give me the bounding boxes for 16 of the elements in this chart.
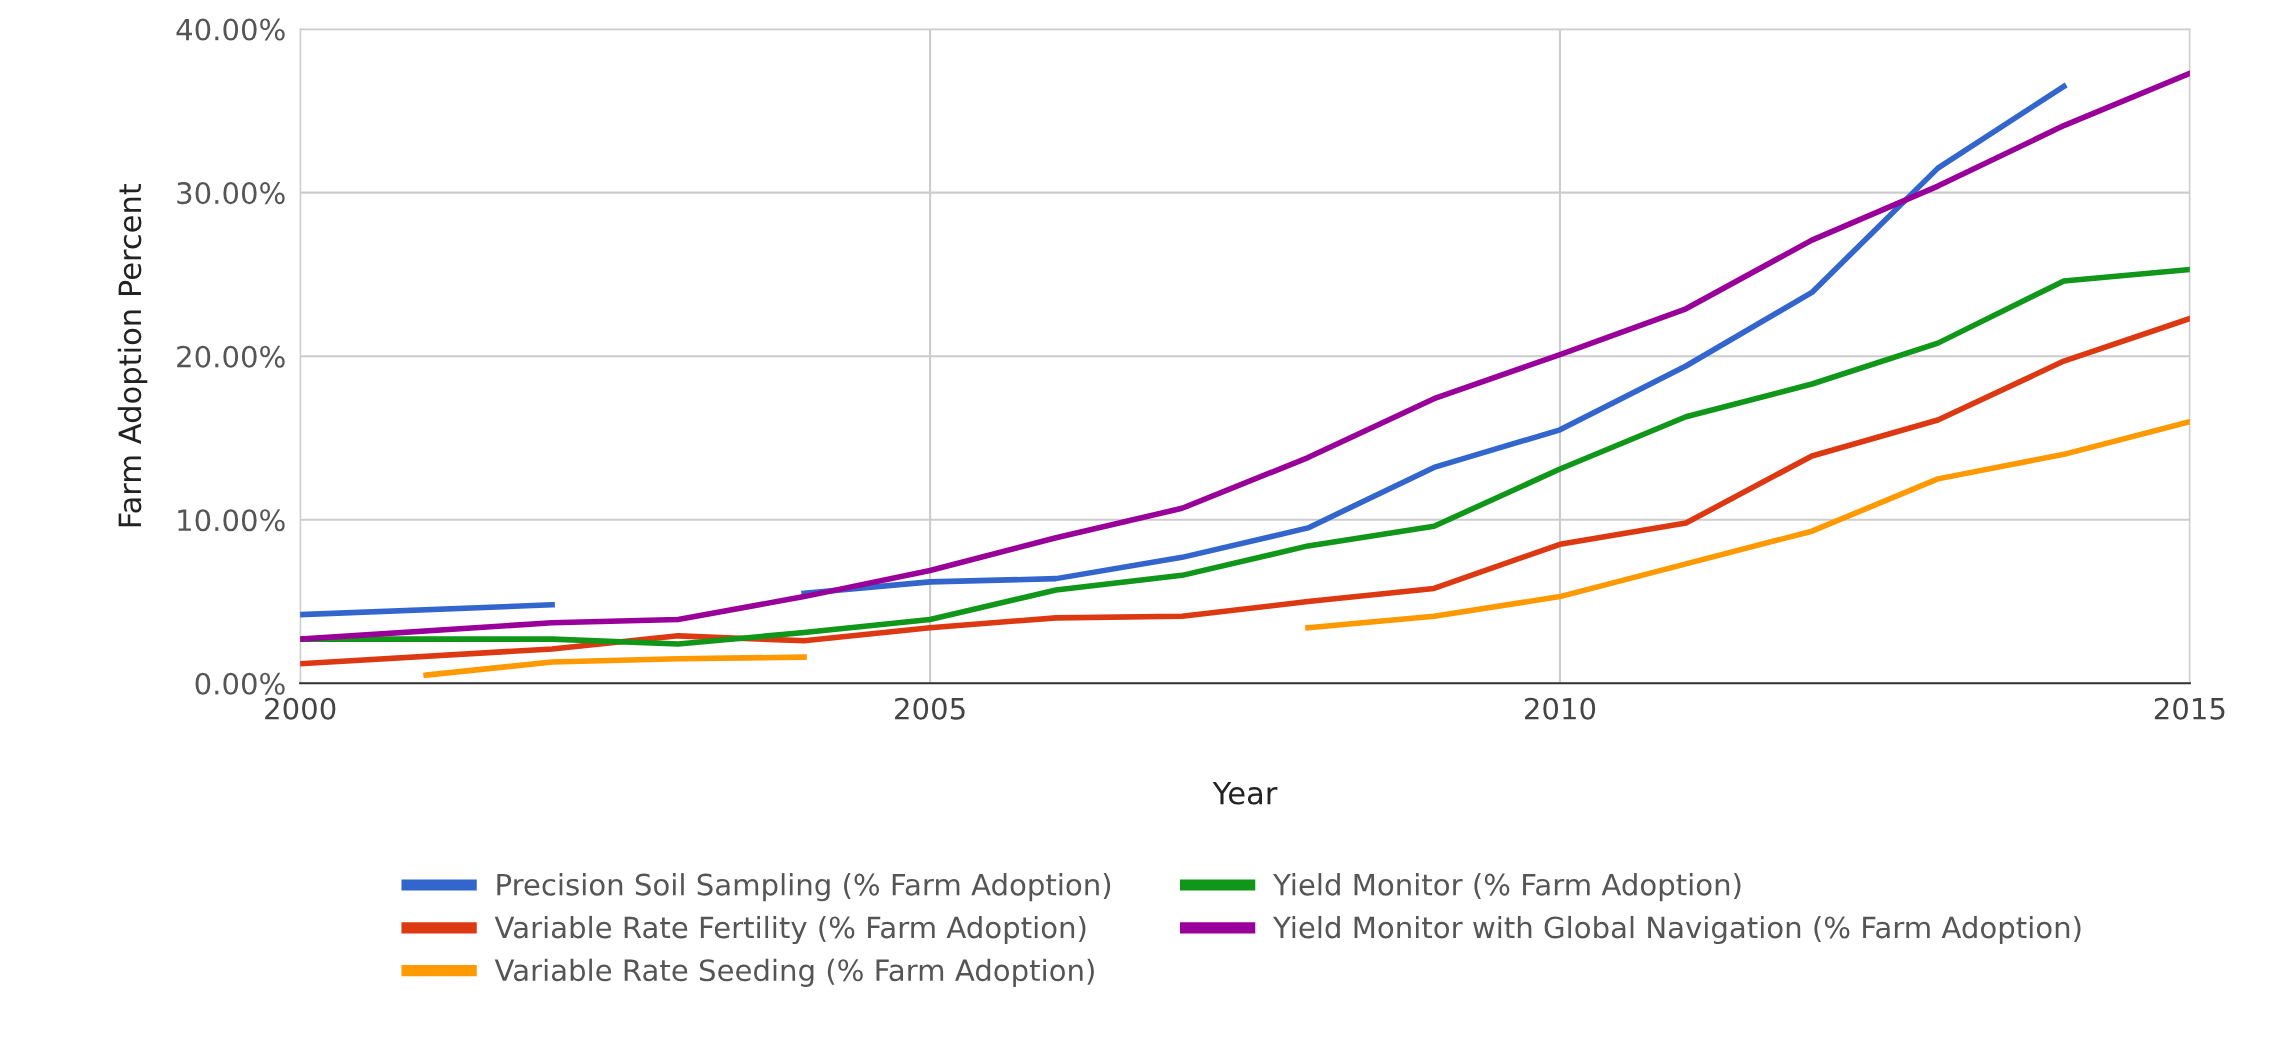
legend-label: Yield Monitor with Global Navigation (% Farm Adoption) — [1272, 915, 2081, 945]
y-tick-label: 40.00% — [176, 18, 285, 41]
legend-label: Variable Rate Fertility (% Farm Adoption) — [494, 915, 1086, 945]
legend-label: Yield Monitor (% Farm Adoption) — [1272, 873, 1741, 902]
y-tick-label: 10.00% — [178, 509, 285, 532]
y-tick-label: 30.00% — [177, 182, 285, 205]
y-tick-label: 0.00% — [195, 672, 285, 695]
y-axis-title: Farm Adoption Percent — [117, 183, 148, 527]
x-tick-label: 2015 — [2154, 697, 2225, 720]
x-tick-label: 2005 — [895, 697, 965, 720]
x-tick-label: 2010 — [1524, 697, 1596, 720]
x-tick-label: 2000 — [265, 697, 336, 720]
legend-label: Precision Soil Sampling (% Farm Adoption) — [497, 873, 1111, 902]
legend-label: Variable Rate Seeding (% Farm Adoption) — [494, 958, 1094, 987]
x-axis-title: Year — [1212, 781, 1278, 805]
y-tick-label: 20.00% — [177, 345, 285, 368]
